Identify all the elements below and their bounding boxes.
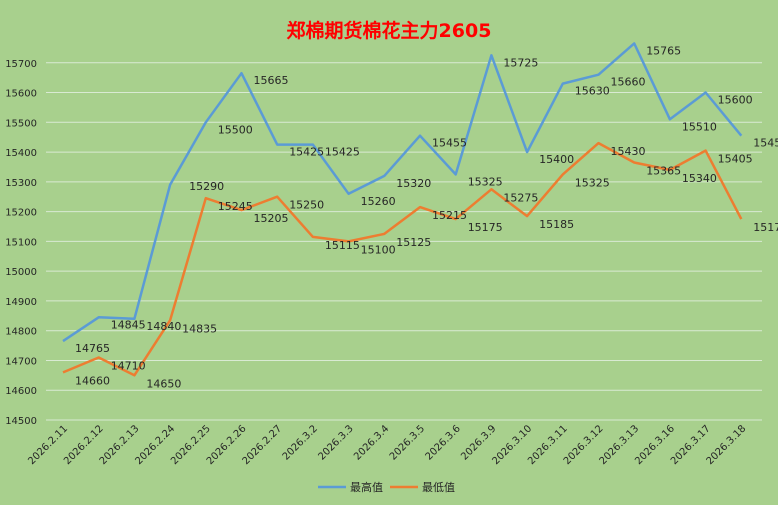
data-label: 15400 [539, 153, 574, 166]
x-axis: 2026.2.112026.2.122026.2.132026.2.242026… [26, 423, 748, 467]
data-label: 15325 [575, 176, 610, 189]
data-label: 15405 [718, 153, 753, 166]
data-label: 14660 [75, 374, 110, 387]
data-label: 15175 [468, 221, 503, 234]
data-label: 15115 [325, 239, 360, 252]
y-tick-label: 15500 [5, 118, 37, 129]
data-label: 15175 [753, 221, 778, 234]
data-label: 15455 [753, 137, 778, 150]
data-label: 15100 [361, 243, 396, 256]
y-tick-label: 14800 [5, 327, 37, 338]
data-label: 15430 [611, 145, 646, 158]
y-tick-label: 15700 [5, 59, 37, 70]
data-label: 15425 [289, 146, 324, 159]
data-label: 14840 [146, 320, 181, 333]
legend-label: 最低值 [422, 481, 455, 494]
data-label: 15215 [432, 209, 467, 222]
data-label: 15630 [575, 85, 610, 98]
data-label: 15260 [361, 195, 396, 208]
data-label: 15275 [503, 191, 538, 204]
data-label: 14845 [111, 318, 146, 331]
data-label: 15245 [218, 200, 253, 213]
y-tick-label: 15400 [5, 148, 37, 159]
data-label: 15725 [503, 56, 538, 69]
data-label: 15600 [718, 94, 753, 107]
y-tick-label: 14700 [5, 356, 37, 367]
x-tick-label: 2026.3.5 [388, 423, 427, 462]
y-tick-label: 14900 [5, 297, 37, 308]
series-line-high [62, 42, 743, 343]
data-label: 15325 [468, 175, 503, 188]
y-tick-label: 15000 [5, 267, 37, 278]
data-label: 15665 [254, 74, 289, 87]
x-tick-label: 2026.3.6 [424, 423, 463, 462]
x-tick-label: 2026.3.2 [281, 423, 320, 462]
y-tick-label: 15300 [5, 178, 37, 189]
data-label: 15185 [539, 218, 574, 231]
data-label: 15290 [189, 180, 224, 193]
legend-label: 最高值 [350, 480, 383, 494]
y-tick-label: 14500 [5, 416, 37, 427]
data-label: 15340 [682, 172, 717, 185]
series-line-low [62, 141, 743, 377]
chart-title: 郑棉期货棉花主力2605 [287, 19, 492, 42]
x-tick-label: 2026.3.3 [316, 423, 355, 462]
data-label: 15125 [396, 236, 431, 249]
series-lines [62, 42, 743, 377]
data-label: 14650 [146, 377, 181, 390]
legend: 最高值 最低值 [318, 480, 455, 494]
data-label: 15765 [646, 44, 681, 57]
data-label: 15205 [254, 212, 289, 225]
data-label: 15660 [611, 76, 646, 89]
y-tick-label: 15100 [5, 237, 37, 248]
y-tick-label: 14600 [5, 386, 37, 397]
data-label: 15365 [646, 164, 681, 177]
data-label: 15500 [218, 123, 253, 136]
x-tick-label: 2026.3.4 [352, 423, 391, 462]
data-label: 14835 [182, 322, 217, 335]
data-label: 15320 [396, 177, 431, 190]
data-label: 15455 [432, 137, 467, 150]
y-tick-label: 15600 [5, 89, 37, 100]
data-label: 15510 [682, 120, 717, 133]
data-label: 15250 [289, 199, 324, 212]
data-label: 14765 [75, 342, 110, 355]
data-label: 15425 [325, 146, 360, 159]
data-label: 14710 [111, 359, 146, 372]
y-axis: 14500 14600 14700 14800 14900 15000 15100 15200… [5, 59, 37, 427]
y-tick-label: 15200 [5, 208, 37, 219]
